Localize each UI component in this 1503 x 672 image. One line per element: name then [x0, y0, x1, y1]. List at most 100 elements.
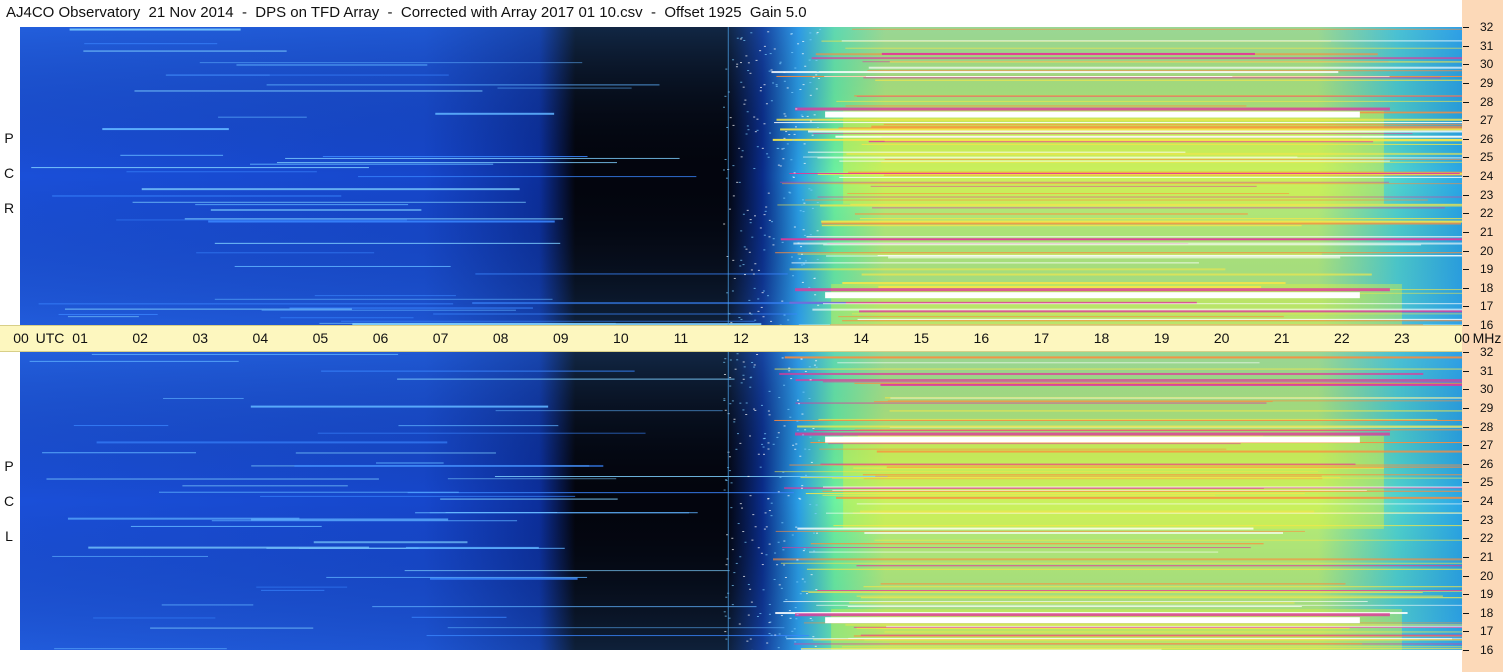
- lcp-freq-tickmark: [1463, 538, 1469, 540]
- lcp-speckle: [800, 487, 803, 489]
- rcp-streak: [812, 133, 1413, 135]
- rcp-streak: [821, 225, 1302, 227]
- rcp-freq-tickmark: [1463, 101, 1469, 103]
- rcp-freq-tick-18: 18: [1480, 280, 1494, 295]
- rcp-speckle: [810, 189, 813, 191]
- rcp-speckle: [800, 246, 803, 248]
- lcp-speckle: [769, 621, 772, 623]
- utc-tick-7: 07: [432, 330, 449, 346]
- lcp-speckle: [742, 378, 745, 380]
- lcp-speckle: [742, 531, 745, 533]
- lcp-speckle: [785, 636, 788, 638]
- lcp-speckle: [808, 449, 811, 451]
- lcp-streak: [860, 510, 1315, 513]
- rcp-streak: [842, 282, 1286, 285]
- rcp-streak: [807, 151, 1186, 153]
- lcp-speckle: [731, 537, 734, 539]
- rcp-streak: [358, 176, 697, 178]
- rcp-streak: [83, 50, 287, 52]
- rcp-speckle: [753, 116, 756, 118]
- lcp-streak: [429, 512, 698, 514]
- rcp-speckle: [763, 214, 766, 216]
- lcp-speckle: [747, 614, 750, 616]
- rcp-speckle: [748, 299, 751, 301]
- rcp-speckle: [738, 181, 741, 183]
- lcp-speckle: [796, 429, 799, 431]
- lcp-streak: [822, 490, 1462, 492]
- lcp-freq-tick-22: 22: [1480, 531, 1494, 546]
- rcp-streak: [839, 160, 1390, 162]
- lcp-streak: [774, 368, 1462, 370]
- rcp-speckle: [775, 84, 778, 86]
- lcp-freq-tick-21: 21: [1480, 549, 1494, 564]
- rcp-streak: [497, 87, 632, 89]
- lcp-speckle: [756, 353, 759, 355]
- rcp-speckle: [801, 199, 804, 201]
- lcp-streak: [808, 592, 1423, 594]
- lcp-streak: [397, 378, 735, 380]
- rcp-streak: [812, 308, 1462, 311]
- rcp-speckle: [739, 62, 742, 64]
- rcp-speckle: [790, 33, 793, 35]
- lcp-speckle: [810, 574, 813, 576]
- rcp-speckle: [783, 314, 786, 316]
- rcp-streak: [102, 128, 229, 131]
- rcp-spectrogram: [20, 27, 1462, 325]
- lcp-freq-tick-17: 17: [1480, 624, 1494, 639]
- rcp-freq-tick-30: 30: [1480, 57, 1494, 72]
- rcp-speckle: [744, 99, 747, 101]
- rcp-streak: [38, 303, 454, 305]
- lcp-streak: [150, 627, 314, 629]
- rcp-streak: [797, 253, 1322, 255]
- rcp-speckle: [771, 221, 774, 223]
- utc-tick-19: 19: [1153, 330, 1170, 346]
- rcp-streak: [782, 183, 1462, 185]
- rcp-speckle: [783, 197, 786, 199]
- rcp-speckle: [724, 158, 727, 160]
- rcp-speckle: [779, 324, 782, 325]
- rcp-freq-tickmark: [1463, 194, 1469, 196]
- rcp-speckle: [798, 258, 801, 260]
- lcp-speckle: [733, 418, 736, 420]
- lcp-speckle: [731, 585, 734, 587]
- lcp-freq-tickmark: [1463, 463, 1469, 465]
- rcp-streak: [352, 323, 762, 325]
- lcp-speckle: [768, 414, 771, 416]
- lcp-speckle: [774, 552, 777, 554]
- lcp-speckle: [749, 495, 752, 497]
- lcp-speckle: [787, 495, 790, 497]
- lcp-speckle: [759, 613, 762, 615]
- lcp-streak: [810, 543, 1264, 545]
- rcp-speckle: [732, 124, 735, 126]
- lcp-speckle: [782, 549, 785, 551]
- lcp-streak: [783, 487, 1462, 489]
- lcp-streak: [775, 530, 1305, 532]
- rcp-speckle: [763, 45, 766, 47]
- rcp-speckle: [745, 248, 748, 250]
- lcp-streak: [800, 477, 1341, 479]
- lcp-speckle: [809, 617, 812, 619]
- rcp-freq-tickmark: [1463, 213, 1469, 215]
- rcp-streak: [276, 162, 617, 164]
- utc-tick-9: 09: [552, 330, 569, 346]
- lcp-streak: [426, 635, 810, 637]
- rcp-speckle: [743, 246, 746, 248]
- rcp-streak: [870, 185, 1257, 187]
- rcp-freq-tickmark: [1463, 64, 1469, 66]
- rcp-speckle: [755, 59, 758, 61]
- lcp-speckle: [770, 634, 773, 636]
- lcp-speckle: [742, 374, 745, 376]
- lcp-speckle: [753, 364, 756, 366]
- lcp-speckle: [754, 409, 757, 411]
- lcp-streak: [93, 617, 216, 619]
- lcp-streak: [857, 435, 1264, 437]
- rcp-speckle: [773, 48, 776, 50]
- rcp-speckle: [743, 274, 746, 276]
- rcp-speckle: [760, 306, 763, 308]
- lcp-streak: [836, 496, 1462, 499]
- lcp-speckle: [809, 379, 812, 381]
- lcp-speckle: [772, 443, 775, 445]
- lcp-streak: [161, 604, 254, 606]
- lcp-speckle: [809, 436, 812, 438]
- rcp-freq-tickmark: [1463, 27, 1469, 28]
